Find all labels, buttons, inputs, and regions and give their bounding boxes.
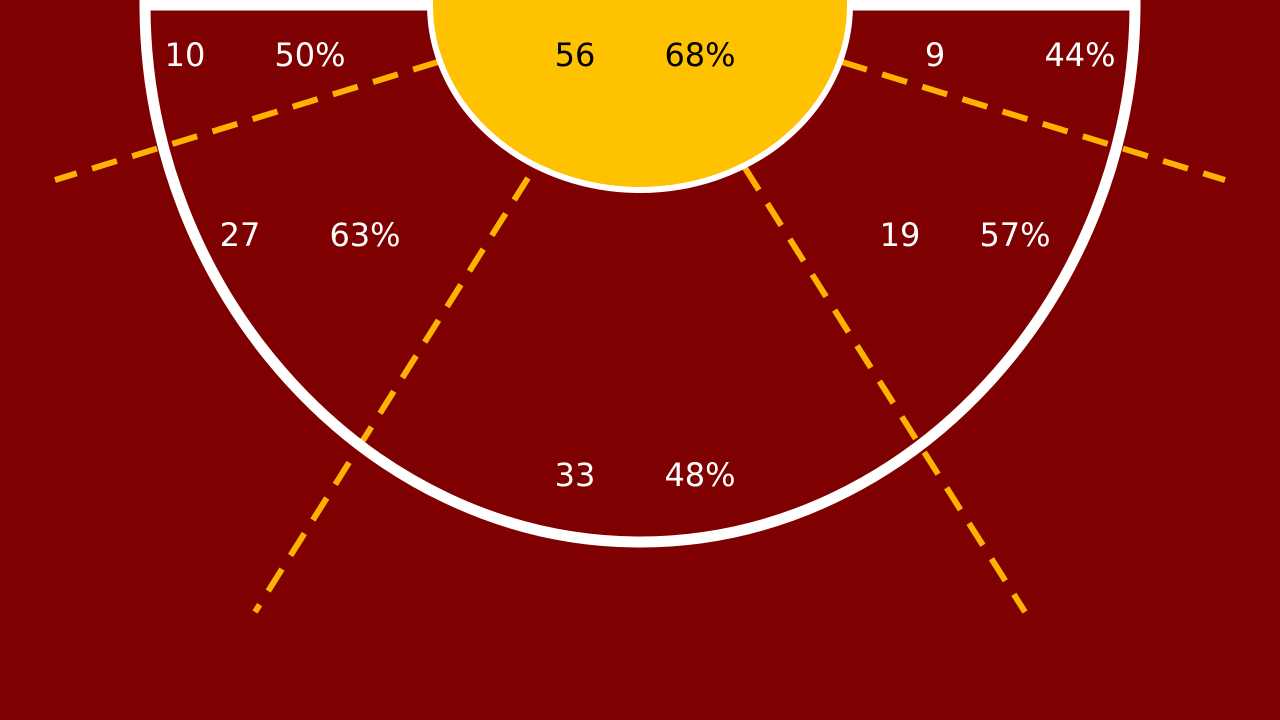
paint-attempts: 56 <box>555 36 596 74</box>
zone-labels: 10 50% 56 68% 9 44% 27 63% 19 57% 33 48% <box>165 36 1116 494</box>
right-corner-attempts: 9 <box>925 36 945 74</box>
divider-right-upper <box>841 59 1226 183</box>
right-wing-attempts: 19 <box>880 216 921 254</box>
paint-area <box>427 0 853 193</box>
zone-dividers <box>54 59 1226 614</box>
divider-left-upper <box>54 59 439 183</box>
left-wing-attempts: 27 <box>220 216 261 254</box>
top-of-key-pct: 48% <box>664 456 735 494</box>
left-corner-attempts: 10 <box>165 36 206 74</box>
divider-right-lower <box>742 166 1028 614</box>
top-of-key-attempts: 33 <box>555 456 596 494</box>
right-corner-pct: 44% <box>1044 36 1115 74</box>
three-point-line <box>139 0 1141 548</box>
left-corner-pct: 50% <box>274 36 345 74</box>
paint-pct: 68% <box>664 36 735 74</box>
right-wing-pct: 57% <box>979 216 1050 254</box>
divider-left-lower <box>252 176 531 614</box>
left-wing-pct: 63% <box>329 216 400 254</box>
